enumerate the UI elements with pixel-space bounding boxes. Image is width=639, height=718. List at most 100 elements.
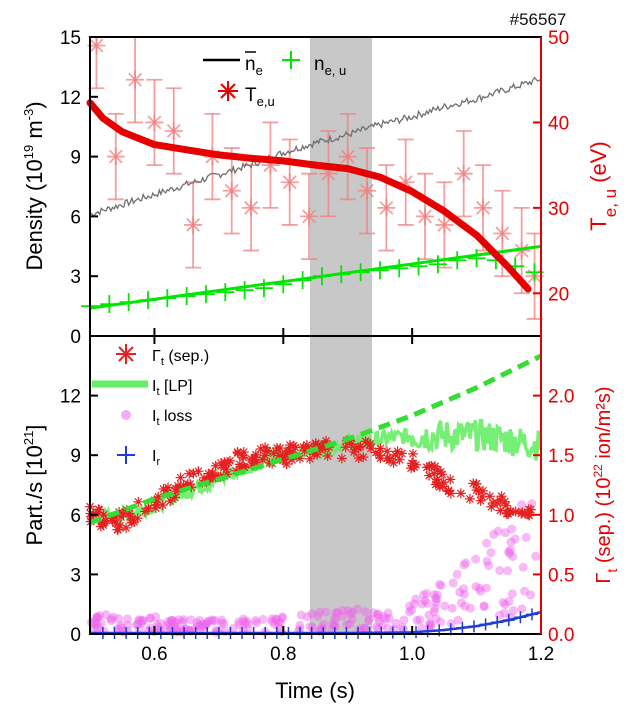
loss-point — [329, 621, 339, 631]
ir-point — [514, 611, 527, 624]
loss-point — [407, 605, 417, 615]
bottom-ylabel-right-main: Γ — [593, 573, 615, 584]
loss-point — [192, 618, 202, 628]
loss-point — [251, 616, 261, 626]
loss-point — [373, 609, 383, 619]
legend-te-sub: e,u — [257, 94, 275, 109]
top-ylabel-right-sub: e, u — [601, 189, 620, 217]
gamma-point — [437, 469, 448, 480]
te-point — [261, 121, 280, 209]
loss-point — [364, 616, 374, 626]
ir-point — [375, 626, 388, 639]
bottom-ytick-right-label: 0.5 — [548, 565, 574, 586]
loss-point — [235, 620, 245, 630]
loss-point — [330, 615, 340, 625]
loss-point — [352, 604, 362, 614]
loss-point — [137, 618, 147, 628]
loss-point — [242, 616, 252, 626]
loss-point — [430, 603, 440, 613]
loss-point — [296, 610, 306, 620]
legend-lp-label: It [LP] — [152, 378, 192, 398]
loss-point — [429, 606, 439, 616]
bottom-ytick-right-label: 0.0 — [548, 625, 574, 646]
loss-point — [436, 617, 446, 627]
top-ylabel-left-main: Density (10 — [22, 159, 47, 270]
legend-lp-sub: t — [156, 386, 159, 398]
te-point — [435, 181, 454, 269]
loss-point — [505, 545, 515, 555]
legend-neu-sub: e, u — [325, 63, 347, 78]
te-point — [416, 172, 435, 261]
loss-point — [374, 617, 384, 627]
loss-point — [258, 614, 268, 624]
loss-point — [412, 615, 422, 625]
loss-point — [373, 613, 383, 623]
bottom-ylabel-right-end: ion/m²s) — [593, 386, 615, 464]
loss-point — [518, 562, 528, 572]
legend-ir-label: Ir — [152, 448, 160, 468]
loss-point — [517, 604, 527, 614]
loss-point — [252, 618, 262, 628]
loss-point — [196, 623, 206, 633]
loss-point — [409, 599, 419, 609]
loss-point — [338, 611, 348, 621]
legend-te-text: T — [245, 85, 257, 106]
loss-point — [145, 613, 155, 623]
legend-lp-text: I — [152, 378, 156, 395]
loss-point — [267, 617, 277, 627]
loss-point — [422, 589, 432, 599]
loss-point — [207, 615, 217, 625]
loss-point — [459, 584, 469, 594]
top-ytick-left-label: 3 — [70, 267, 81, 288]
bottom-ylabel-right-mid: (sep.) (10 — [593, 478, 615, 569]
loss-point — [240, 618, 250, 628]
top-legend: ne ne, u Te,u — [203, 51, 346, 109]
loss-point — [504, 547, 514, 557]
loss-point — [391, 618, 401, 628]
top-ytick-right-label: 50 — [548, 28, 569, 49]
loss-point — [295, 620, 305, 630]
loss-point — [506, 537, 516, 547]
gamma-point — [207, 467, 218, 478]
gamma-point — [525, 504, 536, 515]
legend-loss-text: I — [152, 408, 156, 425]
loss-point — [381, 614, 391, 624]
gamma-point — [173, 480, 184, 491]
loss-point — [270, 614, 280, 624]
loss-point — [134, 615, 144, 625]
gamma-point — [492, 498, 503, 509]
legend-ne-bar-sub: e — [256, 63, 263, 78]
gamma-point — [424, 470, 435, 481]
loss-point — [383, 608, 393, 618]
loss-point — [434, 580, 444, 590]
loss-point — [278, 612, 288, 622]
shot-label: #56567 — [510, 10, 567, 29]
gamma-point — [468, 478, 479, 489]
te-point — [222, 147, 241, 235]
loss-point — [317, 623, 327, 633]
loss-point — [418, 590, 428, 600]
loss-point — [372, 610, 382, 620]
loss-point — [203, 617, 213, 627]
loss-point — [429, 590, 439, 600]
loss-point — [504, 596, 514, 606]
xtick-label: 0.6 — [141, 644, 167, 665]
legend-gamma-label: Γt (sep.) — [152, 348, 209, 368]
bottom-ytick-left-label: 6 — [70, 506, 81, 527]
te-point — [474, 164, 493, 252]
top-ylabel-left: Density (1019 m-3) — [21, 101, 47, 270]
gamma-point — [486, 501, 497, 512]
legend-ne-bar-text: n — [245, 54, 256, 75]
gamma-point — [365, 439, 376, 450]
loss-point — [520, 586, 530, 596]
loss-point — [479, 601, 489, 611]
gamma-point — [163, 482, 174, 493]
bottom-legend: Γt (sep.) It [LP] It loss Ir — [92, 344, 209, 468]
loss-point — [116, 620, 126, 630]
loss-point — [272, 614, 282, 624]
top-ylabel-left-sup2: -3 — [21, 109, 36, 121]
loss-point — [368, 608, 378, 618]
neu-point — [467, 249, 486, 268]
loss-point — [448, 578, 458, 588]
